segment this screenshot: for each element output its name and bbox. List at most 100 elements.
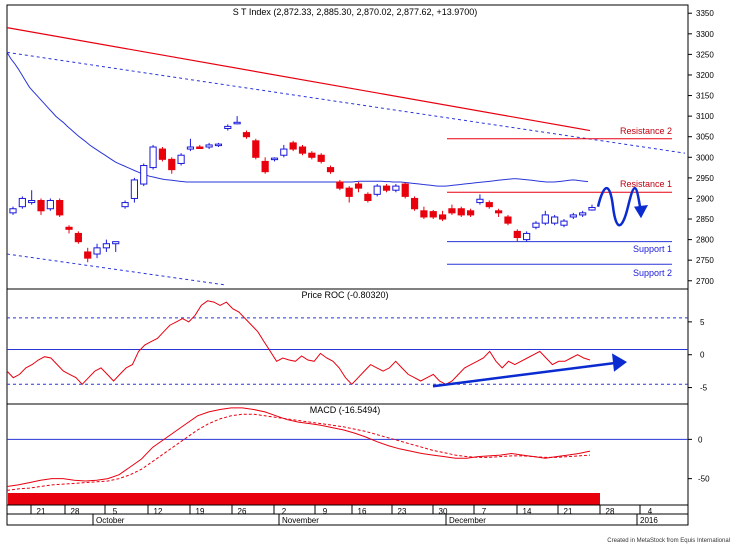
roc-trend-arrow <box>432 361 619 388</box>
month-label: December <box>449 516 486 525</box>
candle-body <box>392 185 400 191</box>
macd-layer: -50 0 <box>6 407 710 491</box>
candle-body <box>513 230 521 239</box>
candle-body <box>308 152 316 158</box>
candle-body <box>121 202 129 208</box>
x-axis-strip <box>6 504 689 526</box>
candle-body <box>270 157 279 161</box>
candle-body <box>560 220 568 226</box>
candle-body <box>410 197 419 210</box>
support-1-label: Support 1 <box>633 244 672 254</box>
lower-channel-line <box>6 253 226 286</box>
candle-body <box>205 144 213 148</box>
price-y-tick-label: 3250 <box>696 50 714 59</box>
price-y-tick-label: 2750 <box>696 256 714 265</box>
candle-body <box>504 216 512 224</box>
upper-channel-line <box>6 51 686 154</box>
roc-layer: -5 0 5 <box>6 300 708 393</box>
month-label: October <box>96 516 125 525</box>
candle-body <box>130 179 139 199</box>
x-tick-label: 2 <box>282 507 287 516</box>
price-y-tick-label: 3100 <box>696 112 714 121</box>
candle-body <box>326 167 335 173</box>
axis-layer: 21 28 5 12 19 26 2 9 16 23 30 7 14 21 28 4 October Novemb… <box>30 505 658 525</box>
candle-body <box>112 241 120 245</box>
candle-body <box>429 211 437 218</box>
candle-body <box>298 146 307 154</box>
candle-body <box>177 154 185 164</box>
macd-line <box>6 407 591 487</box>
x-tick-label: 19 <box>196 507 205 516</box>
month-label: November <box>282 516 319 525</box>
candle-body <box>401 183 409 197</box>
candle-body <box>569 214 577 218</box>
macd-signal-line <box>6 413 591 491</box>
x-tick-label: 16 <box>358 507 367 516</box>
x-tick-label: 5 <box>113 507 118 516</box>
roc-panel <box>6 288 689 405</box>
candle-body <box>102 243 110 249</box>
resistance-2-label: Resistance 2 <box>620 126 672 136</box>
candle-body <box>140 165 148 185</box>
candle-body <box>317 154 325 162</box>
candle-body <box>93 247 101 255</box>
price-y-tick-label: 3300 <box>696 30 714 39</box>
volume-bar <box>8 493 600 505</box>
price-y-tick-label: 3050 <box>696 133 714 142</box>
price-y-tick-label: 2900 <box>696 194 714 203</box>
candle-body <box>196 146 204 149</box>
candle-body <box>28 200 36 204</box>
candle-body <box>373 185 381 195</box>
candle-body <box>149 146 157 169</box>
candle-body <box>495 210 503 214</box>
x-tick-label: 21 <box>37 507 46 516</box>
candle-body <box>214 143 223 147</box>
price-y-tick-label: 2850 <box>696 215 714 224</box>
candle-body <box>588 207 596 211</box>
candle-body <box>65 226 73 230</box>
candle-body <box>438 214 447 220</box>
candle-body <box>364 193 372 202</box>
candle-body <box>532 222 540 228</box>
candle-body <box>485 202 493 208</box>
candle-body <box>168 158 176 171</box>
candle-body <box>224 125 232 129</box>
x-tick-label: 26 <box>238 507 247 516</box>
candle-body <box>420 210 428 218</box>
candle-body <box>551 216 559 224</box>
red-trendline <box>6 27 591 132</box>
roc-y-tick-label: 5 <box>700 318 705 327</box>
x-tick-label: 14 <box>523 507 532 516</box>
wave-arrow <box>596 186 642 227</box>
x-tick-label: 21 <box>564 507 573 516</box>
candle-body <box>46 200 54 210</box>
x-tick-label: 4 <box>648 507 653 516</box>
candle-body <box>579 212 587 216</box>
price-y-tick-label: 3150 <box>696 92 714 101</box>
candle-body <box>345 187 353 197</box>
moving-average-line <box>6 52 589 187</box>
candle-body <box>289 142 297 150</box>
support-2-label: Support 2 <box>633 268 672 278</box>
candle-body <box>84 251 92 259</box>
candle-body <box>158 148 167 160</box>
x-tick-label: 23 <box>398 507 407 516</box>
x-tick-label: 12 <box>154 507 163 516</box>
price-y-tick-label: 3200 <box>696 71 714 80</box>
candle-body <box>448 208 456 214</box>
candle-body <box>74 232 82 243</box>
roc-y-tick-label: -5 <box>700 384 708 393</box>
month-label: 2016 <box>640 516 658 525</box>
candle-body <box>466 210 475 216</box>
candle-body <box>18 197 26 208</box>
candle-body <box>9 208 17 214</box>
roc-trend-arrow-head <box>612 353 627 372</box>
candle-body <box>252 140 260 158</box>
price-layer: 2700 2750 2800 2850 2900 2950 3000 3050 3100 3150… <box>6 9 714 286</box>
candle-body <box>354 183 363 189</box>
candle-body <box>382 185 391 191</box>
candle-body <box>280 148 288 156</box>
price-y-tick-label: 2800 <box>696 236 714 245</box>
macd-y-tick-label: -50 <box>698 475 710 484</box>
